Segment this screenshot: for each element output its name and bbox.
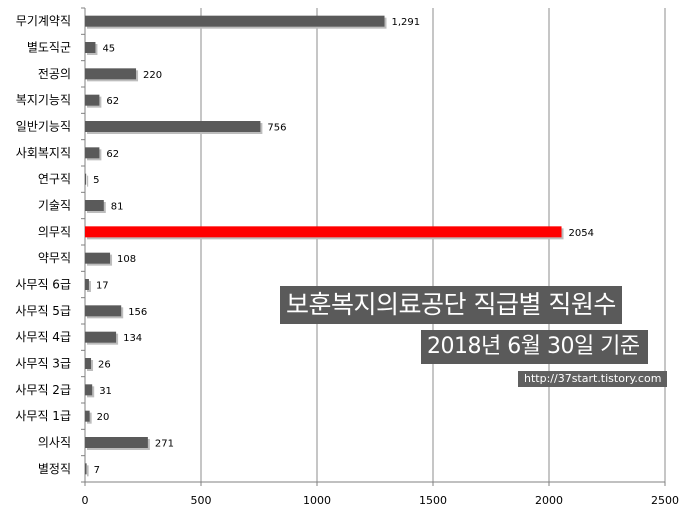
source-url-label: http://37start.tistory.com [518,371,668,387]
bar [85,252,111,264]
category-label: 일반기능직 [16,120,71,134]
bar [85,279,89,290]
value-label: 2054 [569,228,594,239]
bar [85,121,261,132]
value-label: 156 [128,307,147,318]
bar [85,437,148,448]
category-label: 전공의 [38,67,71,81]
value-label: 81 [111,202,124,213]
category-label: 사무직 3급 [15,357,71,371]
x-tick-label: 0 [82,494,89,507]
value-label: 45 [102,44,115,55]
category-label: 무기계약직 [16,13,71,28]
bar [85,173,87,185]
category-label: 의무직 [38,225,71,239]
category-label: 의사직 [38,436,71,450]
value-label: 17 [96,281,109,292]
bar [85,305,122,317]
category-label: 연구직 [38,172,71,186]
bar [85,331,117,343]
bar-shadow [87,465,89,477]
category-label: 사무직 4급 [15,330,71,344]
bar [85,463,87,475]
x-tick-label: 1500 [419,494,447,507]
bar [85,358,92,369]
bar-shadow [87,281,91,292]
category-label: 별정직 [38,462,71,476]
bar [85,42,96,53]
category-label: 약무직 [38,250,71,265]
category-label: 사무직 6급 [15,278,71,292]
value-label: 134 [123,333,142,344]
value-label: 756 [267,123,286,134]
value-label: 5 [93,175,99,186]
category-label: 별도직군 [27,41,71,55]
value-label: 220 [143,70,162,81]
bar [85,15,385,27]
value-label: 271 [155,439,174,450]
category-label: 사무직 1급 [15,409,71,423]
category-label: 사무직 5급 [15,304,71,318]
chart-subtitle-overlay: 2018년 6월 30일 기준 [421,330,648,364]
chart-title-overlay: 보훈복지의료공단 직급별 직원수 [280,286,622,324]
value-label: 62 [106,149,119,160]
value-label: 1,291 [392,17,421,28]
category-label: 복지기능직 [16,93,71,107]
value-label: 62 [106,96,119,107]
bar [85,94,100,106]
value-label: 7 [94,465,100,476]
x-tick-label: 1000 [303,494,331,507]
x-tick-label: 500 [191,494,212,507]
value-label: 31 [99,386,112,397]
x-tick-label: 2500 [651,494,679,507]
bar [85,410,90,422]
bar [85,384,93,396]
bar-shadow [87,175,89,187]
bar [85,68,137,80]
bar-highlight [85,226,562,238]
x-tick-label: 2000 [535,494,563,507]
category-label: 사회복지직 [16,146,71,160]
category-label: 기술직 [38,199,71,213]
category-label: 사무직 2급 [15,383,71,397]
bar [85,147,100,159]
value-label: 20 [97,412,110,423]
bar [85,200,104,211]
value-label: 108 [117,254,136,265]
value-label: 26 [98,360,111,371]
